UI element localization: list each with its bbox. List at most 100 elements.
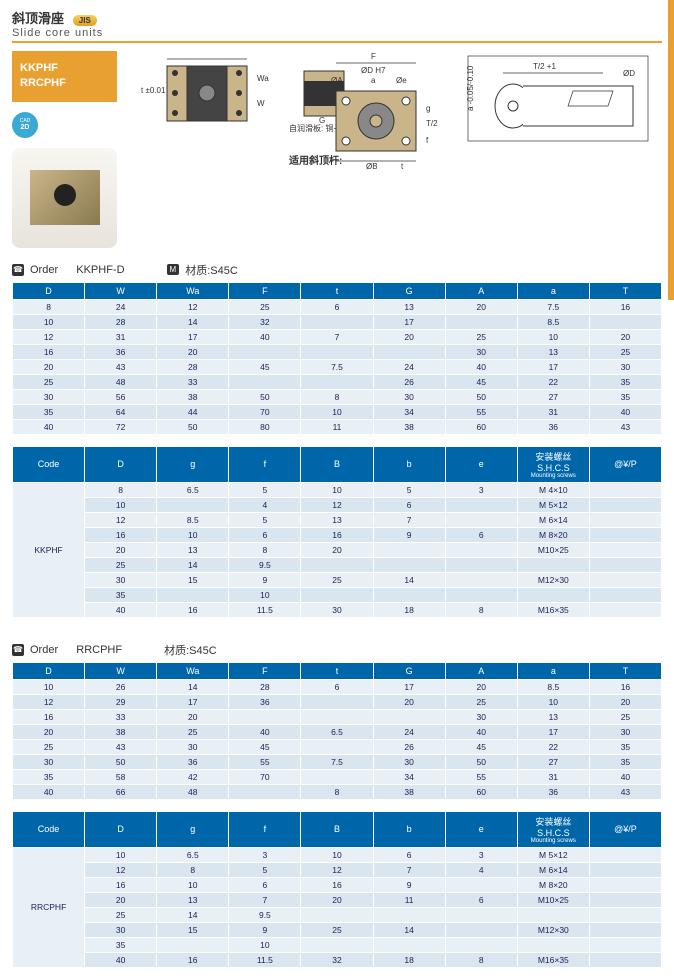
cell: 26 [85,679,157,694]
cell: 25 [589,709,661,724]
svg-text:F: F [371,52,376,61]
cell: 9.5 [229,557,301,572]
svg-text:G: G [319,116,325,125]
cell [229,784,301,799]
cell: 16 [301,527,373,542]
col-header: Wa [157,282,229,299]
cell: 24 [373,724,445,739]
svg-text:ØB: ØB [366,162,378,171]
cell: 3 [229,847,301,862]
cell [373,557,445,572]
cell: 25 [85,907,157,922]
cell: 50 [445,389,517,404]
col-header: f [229,446,301,482]
cell [589,542,661,557]
cell [589,892,661,907]
cell: 20 [157,709,229,724]
cell: 16 [157,952,229,967]
cell: 8 [85,482,157,497]
col-header: A [445,662,517,679]
cell: 17 [373,314,445,329]
cell: 45 [229,359,301,374]
cell [373,344,445,359]
cell: 10 [301,482,373,497]
cell: M10×25 [517,542,589,557]
cell [445,937,517,952]
cell: 35 [13,404,85,419]
cell: 30 [445,709,517,724]
table-4: CodeDgfBbe安装螺丝S.H.C.SMounting screws@¥/P… [12,811,662,968]
col-header: B [301,446,373,482]
cell: 20 [301,542,373,557]
cell: M 5×12 [517,847,589,862]
cell: 55 [445,404,517,419]
cell: 43 [589,419,661,434]
cell: 34 [373,769,445,784]
cell: 13 [517,344,589,359]
cell [445,922,517,937]
cell: M12×30 [517,572,589,587]
cell: 8.5 [517,679,589,694]
cell [445,512,517,527]
cell [445,907,517,922]
cell: 10 [157,527,229,542]
cell: 43 [85,359,157,374]
cell: M10×25 [517,892,589,907]
cell: 13 [157,892,229,907]
cell: 25 [589,344,661,359]
cell: 6 [229,527,301,542]
cell [373,542,445,557]
cell: 30 [157,739,229,754]
cell: 7 [373,862,445,877]
cad-2d-badge: CAD 2D [12,112,38,138]
cell: 35 [85,587,157,602]
code-cell: KKPHF [13,482,85,617]
cell: 40 [445,724,517,739]
svg-text:t ±0.01: t ±0.01 [141,86,166,95]
cell: 8 [301,389,373,404]
col-header: A [445,282,517,299]
cell [589,314,661,329]
cell: 70 [229,769,301,784]
cell: 18 [373,952,445,967]
cell: 6.5 [157,847,229,862]
cell: 6 [445,892,517,907]
cell: 12 [85,862,157,877]
cell: 40 [85,952,157,967]
order2-code: RRCPHF [76,644,122,656]
cell [589,587,661,602]
cell: 16 [589,679,661,694]
cell: M 6×14 [517,512,589,527]
cell: 40 [445,359,517,374]
cell [589,862,661,877]
cell: 35 [589,374,661,389]
cell: 7 [373,512,445,527]
cell [229,344,301,359]
col-header: Wa [157,662,229,679]
right-accent-bar [668,0,674,300]
col-header: t [301,662,373,679]
cell: 11 [301,419,373,434]
cell: 8 [445,952,517,967]
cell [589,572,661,587]
cell: 5 [229,482,301,497]
cell [445,497,517,512]
cell: 14 [157,907,229,922]
cell [301,937,373,952]
cell: 20 [85,892,157,907]
cell [517,557,589,572]
order2-material: 材质:S45C [164,642,217,658]
col-header: B [301,811,373,847]
cell: 20 [85,542,157,557]
cell: 20 [301,892,373,907]
cell [301,587,373,602]
order1-material: 材质:S45C [185,262,238,278]
cell [589,952,661,967]
cell: 7 [229,892,301,907]
cell: 36 [229,694,301,709]
cell: 12 [13,694,85,709]
col-header: D [13,282,85,299]
cell: 8.5 [517,314,589,329]
cell: 31 [517,769,589,784]
cell: 25 [445,329,517,344]
